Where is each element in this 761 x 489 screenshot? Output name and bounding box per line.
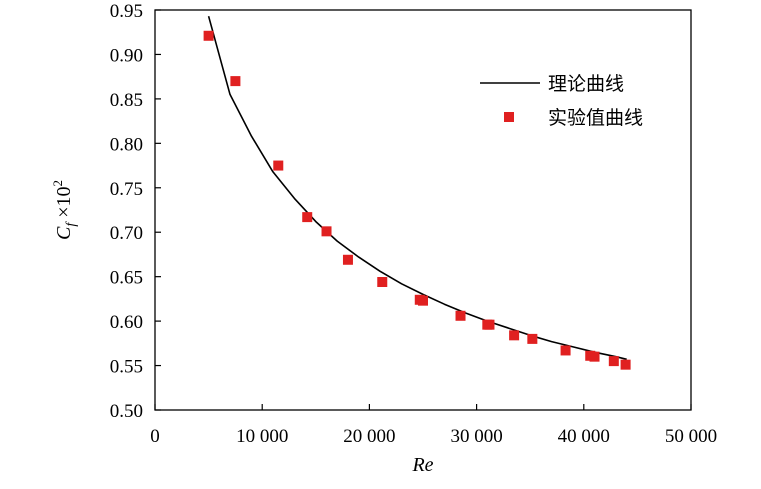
data-point-experiment bbox=[302, 212, 313, 223]
x-tick-label: 40 000 bbox=[558, 426, 610, 447]
y-tick-label: 0.60 bbox=[110, 312, 143, 333]
plot-frame bbox=[154, 9, 692, 411]
y-tick-label: 0.80 bbox=[110, 134, 143, 155]
data-point-experiment bbox=[377, 277, 388, 287]
x-tick-label: 10 000 bbox=[236, 426, 288, 447]
y-tick-label: 0.50 bbox=[110, 401, 143, 422]
x-tick-label: 0 bbox=[150, 426, 160, 447]
legend-marker-swatch bbox=[504, 112, 514, 122]
y-axis-title-base: C bbox=[53, 226, 75, 240]
y-tick-label: 0.85 bbox=[110, 90, 143, 111]
data-point-experiment bbox=[203, 30, 214, 41]
y-tick-label: 0.55 bbox=[110, 357, 143, 378]
y-axis-title: Cf ×102 bbox=[50, 180, 79, 240]
data-point-experiment bbox=[273, 160, 284, 171]
x-axis-title: Re bbox=[411, 454, 433, 476]
y-axis: 0.50 0.55 0.60 0.65 0.70 0.75 0.80 0.85 0.90 0.95 bbox=[110, 1, 161, 422]
data-point-experiment bbox=[509, 330, 520, 341]
legend-label-theory: 理论曲线 bbox=[548, 73, 624, 95]
legend-label-experiment: 实验值曲线 bbox=[548, 107, 643, 129]
data-point-experiment bbox=[230, 76, 241, 87]
x-axis: 0 10 000 20 000 30 000 40 000 50 000 bbox=[150, 404, 717, 447]
data-point-experiment bbox=[484, 319, 495, 330]
series-layer bbox=[203, 15, 631, 370]
y-tick-label: 0.95 bbox=[110, 1, 143, 22]
data-point-experiment bbox=[589, 351, 600, 362]
y-tick-label: 0.75 bbox=[110, 179, 143, 200]
y-axis-title-sup: 2 bbox=[50, 180, 65, 187]
data-point-experiment bbox=[455, 310, 466, 321]
y-axis-title-mult: ×10 bbox=[53, 186, 75, 222]
svg-text:Cf ×102: Cf ×102 bbox=[50, 180, 79, 240]
data-point-experiment bbox=[321, 226, 332, 237]
data-point-experiment bbox=[527, 333, 538, 344]
data-point-experiment bbox=[620, 359, 631, 370]
data-point-experiment bbox=[608, 356, 619, 367]
x-tick-label: 20 000 bbox=[343, 426, 395, 447]
y-tick-label: 0.65 bbox=[110, 268, 143, 289]
x-tick-label: 50 000 bbox=[665, 426, 717, 447]
data-point-experiment bbox=[560, 345, 571, 356]
y-tick-label: 0.70 bbox=[110, 223, 143, 244]
y-tick-label: 0.90 bbox=[110, 45, 143, 66]
y-axis-title-sub: f bbox=[64, 221, 79, 227]
data-point-experiment bbox=[342, 254, 353, 265]
x-tick-label: 30 000 bbox=[450, 426, 502, 447]
data-point-experiment bbox=[418, 295, 428, 306]
series-line-theory bbox=[207, 15, 627, 361]
legend: 理论曲线 实验值曲线 bbox=[480, 73, 643, 129]
